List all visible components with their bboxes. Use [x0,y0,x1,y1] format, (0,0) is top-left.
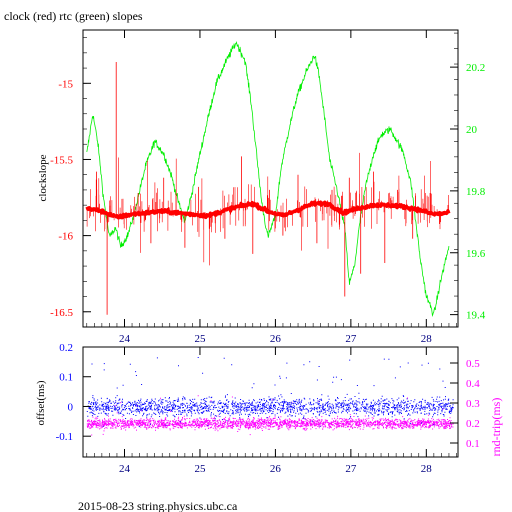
series-offset-scatter [86,357,454,428]
footer-text: 2015-08-23 string.physics.ubc.ca [78,499,238,512]
chart-title: clock (red) rtc (green) slopes [4,9,143,23]
x-tick-label: 27 [345,463,357,475]
x-tick-label: 26 [270,463,282,475]
series-rtc-line [86,41,450,317]
y-tick-label: 0.1 [59,372,73,384]
bottom-frame [82,346,459,458]
x-tick-label: 25 [194,463,206,475]
y-tick-label: -0.1 [56,431,73,443]
x-tick-label: 25 [194,333,206,345]
bottom-data-layer [86,357,454,436]
y-tick-label: -16 [58,231,73,243]
y2-tick-label: 0.2 [466,418,480,430]
y2-tick-label: 0.5 [466,358,480,370]
y2-axis-label-rndtrip: rnd-trip(ms) [489,398,503,457]
y-tick-label: -15 [58,78,73,90]
bottom-panel: 24 25 26 27 28 0.2 0.1 0 -0.1 0.5 0.4 0.3 0.2 0.1 off… [35,342,503,475]
top-axes: 24 25 26 27 28 -15 -15.5 -16 -16.5 20.2 20 19.8 19.6… [50,30,486,345]
top-panel: 24 25 26 27 28 -15 -15.5 -16 -16.5 20.2 20 19.8 19.6… [37,29,486,345]
y2-tick-label: 19.8 [466,186,486,198]
x-tick-label: 26 [270,333,282,345]
x-tick-label: 28 [421,463,433,475]
y2-tick-label: 19.4 [466,310,486,322]
y-tick-label: 0 [68,401,74,413]
y2-tick-label: 19.6 [466,248,486,260]
y2-tick-label: 0.1 [466,438,480,450]
y2-tick-label: 20.2 [466,62,485,74]
top-frame [82,29,459,328]
clock-noise-spikes [86,152,449,266]
x-tick-label: 24 [119,333,131,345]
y-axis-label-offset: offset(ms) [35,380,47,425]
x-tick-label: 28 [421,333,433,345]
series-clock-line [85,200,451,220]
bottom-axes: 24 25 26 27 28 0.2 0.1 0 -0.1 0.5 0.4 0.3 0.2 0.1 [56,342,481,475]
x-tick-label: 27 [345,333,357,345]
y2-tick-label: 0.3 [466,398,480,410]
x-tick-label: 24 [119,463,131,475]
y-tick-label: -15.5 [50,154,73,166]
y-axis-label-clockslope: clockslope [37,154,49,201]
y-tick-label: -16.5 [50,307,73,319]
y-tick-label: 0.2 [59,342,73,354]
y2-tick-label: 20 [466,124,478,136]
top-data-layer [85,41,451,317]
series-rndtrip-scatter [86,395,454,436]
y2-tick-label: 0.4 [466,378,480,390]
